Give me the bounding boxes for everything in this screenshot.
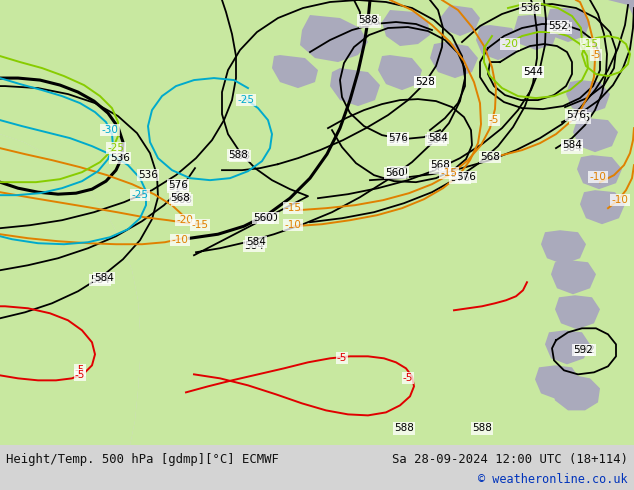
Text: 568: 568 — [170, 193, 190, 203]
Text: 588: 588 — [472, 423, 492, 433]
Text: -15: -15 — [441, 168, 458, 178]
Text: 568: 568 — [430, 160, 450, 170]
Text: -10: -10 — [590, 172, 607, 182]
Text: 584: 584 — [246, 237, 266, 247]
Polygon shape — [552, 375, 600, 411]
Text: 576: 576 — [168, 182, 188, 192]
Polygon shape — [551, 260, 596, 294]
Text: 568: 568 — [480, 152, 500, 162]
Text: 544: 544 — [523, 67, 543, 77]
Text: -5: -5 — [591, 50, 601, 60]
Text: 536: 536 — [110, 153, 130, 163]
Text: 588: 588 — [358, 15, 378, 25]
Text: -5: -5 — [337, 353, 347, 363]
Text: 536: 536 — [520, 3, 540, 13]
Text: 576: 576 — [456, 172, 476, 182]
Text: -30: -30 — [101, 125, 119, 135]
Text: 576: 576 — [168, 180, 188, 190]
Text: -5: -5 — [489, 115, 499, 125]
Text: © weatheronline.co.uk: © weatheronline.co.uk — [479, 473, 628, 487]
Text: -15: -15 — [191, 220, 209, 230]
Text: 560: 560 — [258, 213, 278, 223]
Text: 552: 552 — [548, 21, 568, 31]
Text: 528: 528 — [415, 77, 435, 87]
Text: 584: 584 — [562, 140, 582, 150]
Polygon shape — [555, 295, 600, 329]
Text: -10: -10 — [612, 195, 628, 205]
Polygon shape — [535, 366, 580, 399]
Text: 588: 588 — [228, 150, 248, 160]
Text: -20: -20 — [176, 215, 193, 225]
Text: 592: 592 — [573, 345, 593, 355]
Text: 568: 568 — [172, 195, 192, 205]
Polygon shape — [545, 330, 590, 365]
Text: 588: 588 — [360, 17, 380, 27]
Text: 592: 592 — [575, 345, 595, 355]
Text: -20: -20 — [501, 39, 519, 49]
Polygon shape — [382, 10, 430, 46]
Polygon shape — [514, 15, 558, 50]
Polygon shape — [580, 190, 625, 224]
Text: -5: -5 — [75, 370, 85, 380]
Text: 528: 528 — [415, 77, 435, 87]
Text: 560: 560 — [253, 213, 273, 223]
Text: -10: -10 — [285, 220, 301, 230]
Text: -25: -25 — [238, 95, 254, 105]
Text: 568: 568 — [430, 163, 450, 173]
Text: 584: 584 — [426, 135, 446, 145]
Text: -10: -10 — [172, 235, 188, 245]
Polygon shape — [378, 55, 422, 90]
Text: 552: 552 — [551, 23, 571, 33]
Polygon shape — [476, 25, 520, 60]
Polygon shape — [0, 134, 140, 445]
Text: 544: 544 — [523, 67, 543, 77]
Polygon shape — [573, 118, 618, 152]
Polygon shape — [577, 155, 622, 189]
Polygon shape — [330, 68, 380, 106]
Text: 588: 588 — [230, 151, 250, 161]
Polygon shape — [272, 55, 318, 88]
Text: 584: 584 — [562, 143, 582, 153]
Text: 576: 576 — [388, 135, 408, 145]
Text: -5: -5 — [75, 366, 85, 375]
Text: Sa 28-09-2024 12:00 UTC (18+114): Sa 28-09-2024 12:00 UTC (18+114) — [392, 453, 628, 466]
Text: 576: 576 — [566, 110, 586, 120]
Text: 584: 584 — [94, 273, 114, 283]
Text: -25: -25 — [131, 190, 148, 200]
Text: 576: 576 — [388, 133, 408, 143]
Text: 576: 576 — [570, 113, 590, 123]
Polygon shape — [566, 80, 610, 114]
Text: -15: -15 — [285, 203, 302, 213]
Text: 536: 536 — [138, 170, 158, 180]
Text: 584: 584 — [244, 241, 264, 251]
Text: 560: 560 — [388, 167, 408, 177]
Text: 588: 588 — [394, 423, 414, 433]
Text: 584: 584 — [428, 133, 448, 143]
Text: 576: 576 — [450, 173, 470, 183]
Text: 584: 584 — [90, 275, 110, 285]
Text: -5: -5 — [403, 373, 413, 383]
Polygon shape — [440, 5, 480, 36]
Text: -15: -15 — [581, 39, 598, 49]
Polygon shape — [608, 0, 634, 18]
Polygon shape — [541, 230, 586, 264]
Text: Height/Temp. 500 hPa [gdmp][°C] ECMWF: Height/Temp. 500 hPa [gdmp][°C] ECMWF — [6, 453, 279, 466]
Polygon shape — [0, 0, 634, 445]
Text: -25: -25 — [108, 143, 124, 153]
Polygon shape — [430, 42, 478, 78]
Polygon shape — [546, 8, 590, 42]
Polygon shape — [300, 15, 368, 62]
Text: 560: 560 — [385, 168, 405, 178]
